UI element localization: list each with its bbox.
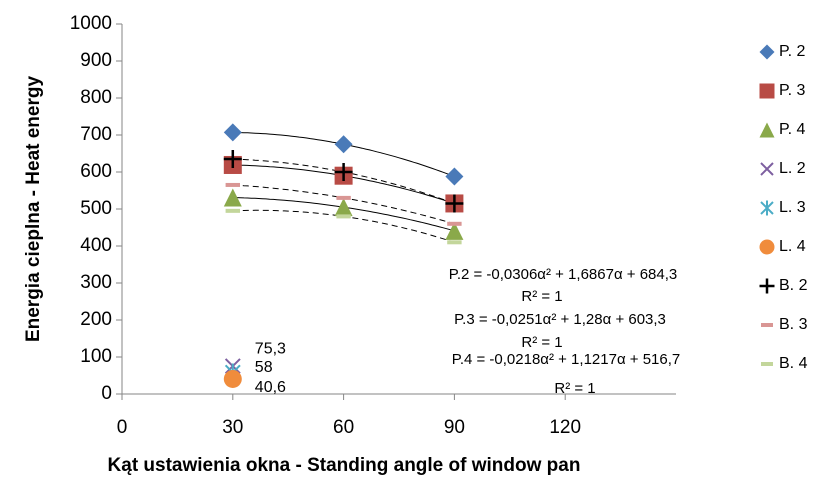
y-tick-label: 1000 (70, 13, 112, 34)
y-tick-label: 600 (80, 161, 112, 182)
marker-plus (334, 163, 353, 181)
y-tick-label: 500 (80, 198, 112, 219)
marker-dash (761, 362, 773, 366)
marker-diamond (759, 44, 775, 60)
x-tick-label: 120 (549, 417, 581, 438)
marker-triangle (445, 221, 464, 240)
x-tick-label: 60 (333, 417, 354, 438)
legend-label: P. 3 (779, 82, 806, 99)
legend-label: B. 2 (779, 277, 808, 294)
x-axis-title: Kąt ustawienia okna - Standing angle of … (108, 455, 581, 476)
marker-diamond (334, 135, 353, 154)
trendline-equation: R² = 1 (554, 380, 595, 397)
marker-triangle (334, 198, 353, 217)
legend-label: L. 4 (779, 238, 806, 255)
legend-label: P. 4 (779, 121, 806, 138)
x-tick-label: 0 (117, 417, 128, 438)
x-tick-label: 30 (222, 417, 243, 438)
y-tick-label: 200 (80, 309, 112, 330)
marker-dash (336, 195, 351, 200)
trendline-equation: P.2 = -0,0306α² + 1,6867α + 684,3 (449, 266, 678, 283)
marker-square (759, 83, 775, 99)
marker-dash (761, 323, 773, 327)
y-tick-label: 100 (80, 346, 112, 367)
x-tick-label: 90 (444, 417, 465, 438)
y-tick-label: 800 (80, 87, 112, 108)
trendline-equation: R² = 1 (521, 288, 562, 305)
legend-label: B. 4 (779, 355, 808, 372)
data-label: 58 (255, 359, 273, 376)
marker-dash (447, 240, 462, 245)
y-tick-label: 300 (80, 272, 112, 293)
legend-label: P. 2 (779, 43, 806, 60)
marker-asterisk (760, 200, 774, 216)
marker-dash (447, 221, 462, 226)
marker-triangle (759, 122, 775, 138)
y-axis-title: Energia cieplna - Heat energy (23, 76, 44, 343)
legend-label: L. 3 (779, 199, 806, 216)
marker-diamond (223, 123, 242, 142)
marker-x (760, 162, 774, 176)
y-tick-label: 400 (80, 235, 112, 256)
marker-plus (759, 278, 775, 294)
marker-triangle (223, 188, 242, 207)
marker-plus (223, 150, 242, 169)
y-tick-label: 0 (101, 383, 112, 404)
marker-dash (336, 214, 351, 219)
marker-diamond (445, 167, 464, 186)
y-tick-label: 700 (80, 124, 112, 145)
marker-plus (445, 194, 464, 213)
legend-label: L. 2 (779, 160, 806, 177)
data-label: 75,3 (255, 340, 286, 357)
y-tick-label: 900 (80, 50, 112, 71)
marker-dash (225, 208, 240, 213)
trendline-equation: P.4 = -0,0218α² + 1,1217α + 516,7 (452, 351, 681, 368)
trendline-equation: P.3 = -0,0251α² + 1,28α + 603,3 (454, 311, 666, 328)
trendline-equation: R² = 1 (521, 334, 562, 351)
marker-circle (223, 369, 242, 388)
legend-label: B. 3 (779, 316, 808, 333)
data-label: 40,6 (255, 379, 286, 396)
marker-circle (759, 239, 775, 255)
marker-dash (225, 182, 240, 187)
